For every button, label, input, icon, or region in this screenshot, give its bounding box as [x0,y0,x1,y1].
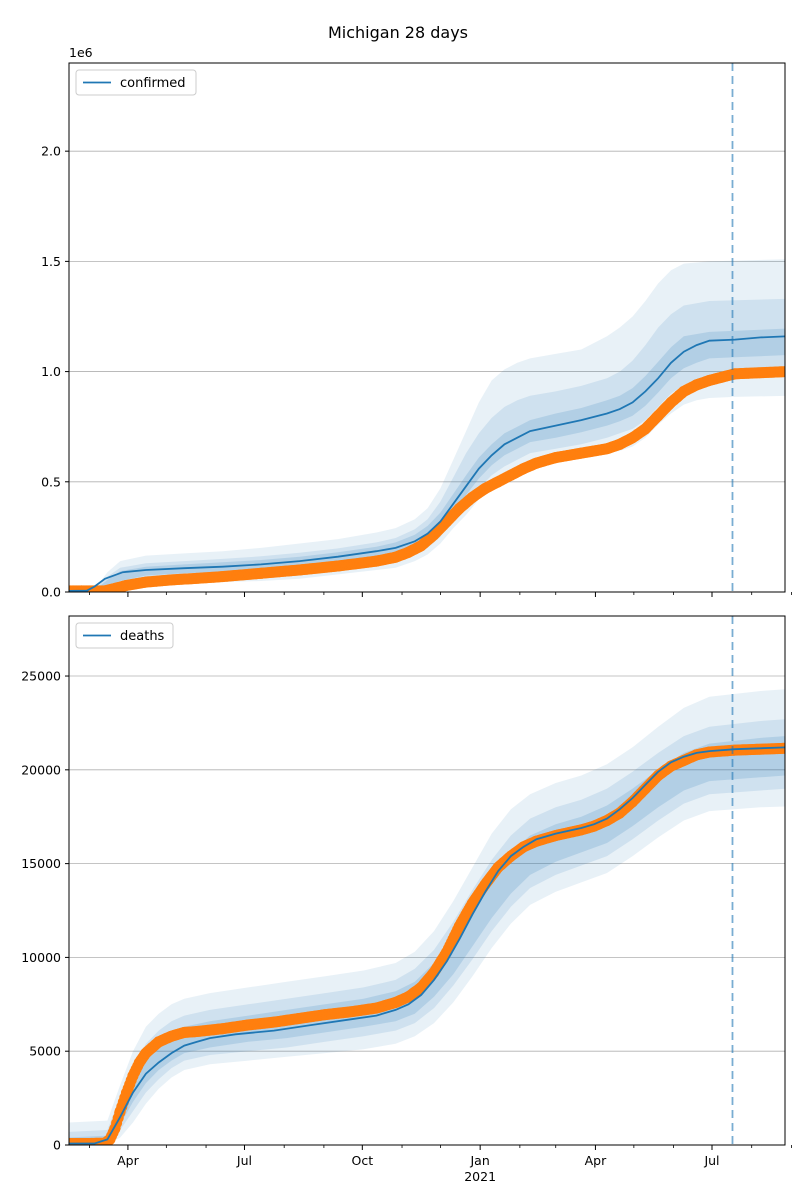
deaths-observed-point [793,742,800,753]
confirmed-observed-point [787,366,798,377]
deaths-observed-point [795,742,800,753]
xtick-label: Jan [470,1153,490,1168]
deaths-observed-point [783,744,785,752]
confirmed-observed-point [790,366,800,377]
confirmed-ytick-label: 0.5 [41,474,61,489]
confirmed-ytick-label: 1.0 [41,364,61,379]
confirmed-legend-label: confirmed [120,76,186,91]
deaths-ytick-label: 5000 [29,1044,61,1059]
deaths-legend: deaths [75,622,174,649]
deaths-observed-point [787,743,798,754]
confirmed-observed-point [796,366,800,377]
confirmed-median-line [69,335,785,592]
confirmed-ytick-label: 1.5 [41,254,61,269]
xtick-label: Jul [236,1153,252,1168]
confirmed-band-outer [69,259,785,592]
deaths-observed-point [789,743,800,754]
deaths-plot-area [69,689,800,1145]
deaths-ytick-label: 10000 [21,950,61,965]
deaths-observed-point [785,743,796,754]
confirmed-plot-area [69,259,800,592]
confirmed-observed-point [785,366,796,377]
confirmed-axes-frame [68,62,786,593]
deaths-legend-box [75,622,174,649]
deaths-observed-point [792,742,800,753]
xtick-label: Oct [352,1153,374,1168]
deaths-ytick-label: 0 [53,1138,61,1153]
confirmed-yaxis-offset: 1e6 [69,45,93,60]
xtick-label: Apr [117,1153,139,1168]
confirmed-band-middle [69,298,785,592]
deaths-band-inner [69,736,785,1145]
confirmed-observed-point [782,366,785,377]
confirmed-legend-box [75,69,197,96]
figure-title: Michigan 28 days [328,23,468,42]
deaths-legend-label: deaths [120,629,165,644]
deaths-ytick-label: 25000 [21,669,61,684]
confirmed-observed-point [795,366,800,377]
confirmed-ytick-label: 0.0 [41,585,61,600]
confirmed-observed-point [783,368,785,375]
deaths-ytick-label: 20000 [21,762,61,777]
deaths-ytick-label: 15000 [21,856,61,871]
confirmed-legend: confirmed [75,69,197,96]
confirmed-observed-point [792,366,800,377]
deaths-axes-frame [68,615,786,1146]
confirmed-panel: 0.0 0.5 1.0 1.5 2.0 1e6 confirmed [41,45,800,600]
confirmed-band-inner [69,328,785,592]
deaths-median-line [69,746,785,1145]
confirmed-ytick-label: 2.0 [41,144,61,159]
deaths-band-outer [69,689,785,1145]
xtick-label: Apr [585,1153,607,1168]
deaths-observed-point [790,742,800,753]
xtick-label: Jul [703,1153,719,1168]
xtick-year-label: 2021 [464,1169,496,1184]
confirmed-observed-point [789,366,800,377]
confirmed-observed-point [793,366,800,377]
deaths-observed-point [796,742,800,753]
deaths-panel: 0 5000 10000 15000 20000 25000 Apr Jul Oct Jan202… [21,615,800,1184]
